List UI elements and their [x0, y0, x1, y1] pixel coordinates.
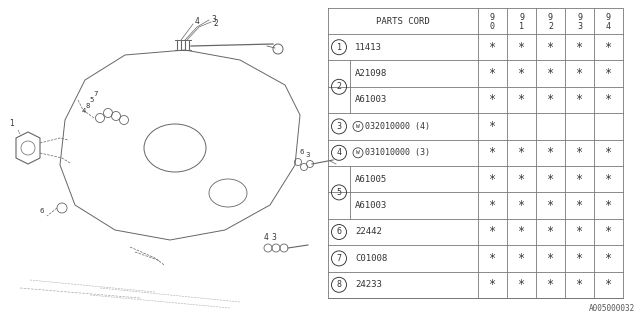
Text: 4: 4 [264, 233, 268, 242]
Text: *: * [605, 226, 612, 238]
Text: *: * [576, 41, 583, 54]
Text: 3: 3 [306, 152, 310, 158]
Text: *: * [547, 226, 554, 238]
Text: *: * [489, 173, 496, 186]
Text: A21098: A21098 [355, 69, 387, 78]
Text: 22442: 22442 [355, 228, 382, 236]
Text: *: * [576, 93, 583, 107]
Text: 4: 4 [195, 18, 200, 27]
Text: W: W [356, 124, 360, 129]
Text: *: * [489, 41, 496, 54]
Text: 3: 3 [271, 233, 276, 242]
Text: *: * [489, 226, 496, 238]
Text: 9: 9 [606, 12, 611, 22]
Text: 9: 9 [548, 12, 553, 22]
Text: *: * [547, 252, 554, 265]
Text: 032010000 (4): 032010000 (4) [365, 122, 430, 131]
Text: A005000032: A005000032 [589, 304, 635, 313]
Text: *: * [547, 41, 554, 54]
Text: *: * [576, 199, 583, 212]
Text: *: * [489, 252, 496, 265]
Text: 8: 8 [86, 103, 90, 109]
Text: *: * [576, 146, 583, 159]
Text: *: * [576, 278, 583, 291]
Text: 7: 7 [93, 91, 98, 97]
Text: *: * [576, 252, 583, 265]
Text: *: * [605, 278, 612, 291]
Text: PARTS CORD: PARTS CORD [376, 17, 430, 26]
Text: *: * [489, 120, 496, 133]
Text: *: * [547, 278, 554, 291]
Text: *: * [576, 173, 583, 186]
Text: 2: 2 [548, 22, 553, 31]
Text: W: W [356, 150, 360, 155]
Text: *: * [547, 199, 554, 212]
Text: *: * [518, 93, 525, 107]
Text: 3: 3 [577, 22, 582, 31]
Text: A61003: A61003 [355, 201, 387, 210]
Text: A61005: A61005 [355, 175, 387, 184]
Text: *: * [605, 199, 612, 212]
Text: *: * [605, 252, 612, 265]
Text: *: * [489, 199, 496, 212]
Text: *: * [518, 41, 525, 54]
Text: *: * [489, 93, 496, 107]
Text: *: * [518, 67, 525, 80]
Text: A61003: A61003 [355, 95, 387, 105]
Text: *: * [547, 146, 554, 159]
Text: 11413: 11413 [355, 43, 382, 52]
Text: *: * [518, 252, 525, 265]
Text: *: * [547, 173, 554, 186]
Text: 4: 4 [82, 108, 86, 114]
Text: 0: 0 [490, 22, 495, 31]
Text: 9: 9 [577, 12, 582, 22]
Text: 3: 3 [211, 14, 216, 23]
Text: 1: 1 [519, 22, 524, 31]
Text: *: * [518, 226, 525, 238]
Text: *: * [576, 67, 583, 80]
Text: 031010000 (3): 031010000 (3) [365, 148, 430, 157]
Text: *: * [489, 146, 496, 159]
Text: 24233: 24233 [355, 280, 382, 289]
Text: *: * [605, 41, 612, 54]
Text: *: * [518, 199, 525, 212]
Text: 6: 6 [337, 228, 342, 236]
Text: *: * [518, 278, 525, 291]
Text: 4: 4 [337, 148, 342, 157]
Text: 7: 7 [337, 254, 342, 263]
Text: *: * [518, 146, 525, 159]
Text: 6: 6 [40, 208, 44, 214]
Text: 2: 2 [213, 20, 218, 28]
Text: 9: 9 [519, 12, 524, 22]
Text: *: * [605, 67, 612, 80]
Text: *: * [547, 93, 554, 107]
Text: 5: 5 [337, 188, 342, 197]
Text: 1: 1 [10, 119, 14, 128]
Text: C01008: C01008 [355, 254, 387, 263]
Text: *: * [576, 226, 583, 238]
Text: *: * [605, 93, 612, 107]
Text: 9: 9 [490, 12, 495, 22]
Text: 1: 1 [337, 43, 342, 52]
Text: 2: 2 [337, 82, 342, 91]
Text: *: * [489, 67, 496, 80]
Text: 3: 3 [337, 122, 342, 131]
Text: 4: 4 [606, 22, 611, 31]
Text: *: * [489, 278, 496, 291]
Text: *: * [518, 173, 525, 186]
Text: 5: 5 [90, 97, 94, 103]
Text: *: * [547, 67, 554, 80]
Text: 8: 8 [337, 280, 342, 289]
Text: 6: 6 [300, 149, 304, 155]
Text: *: * [605, 173, 612, 186]
Text: *: * [605, 146, 612, 159]
